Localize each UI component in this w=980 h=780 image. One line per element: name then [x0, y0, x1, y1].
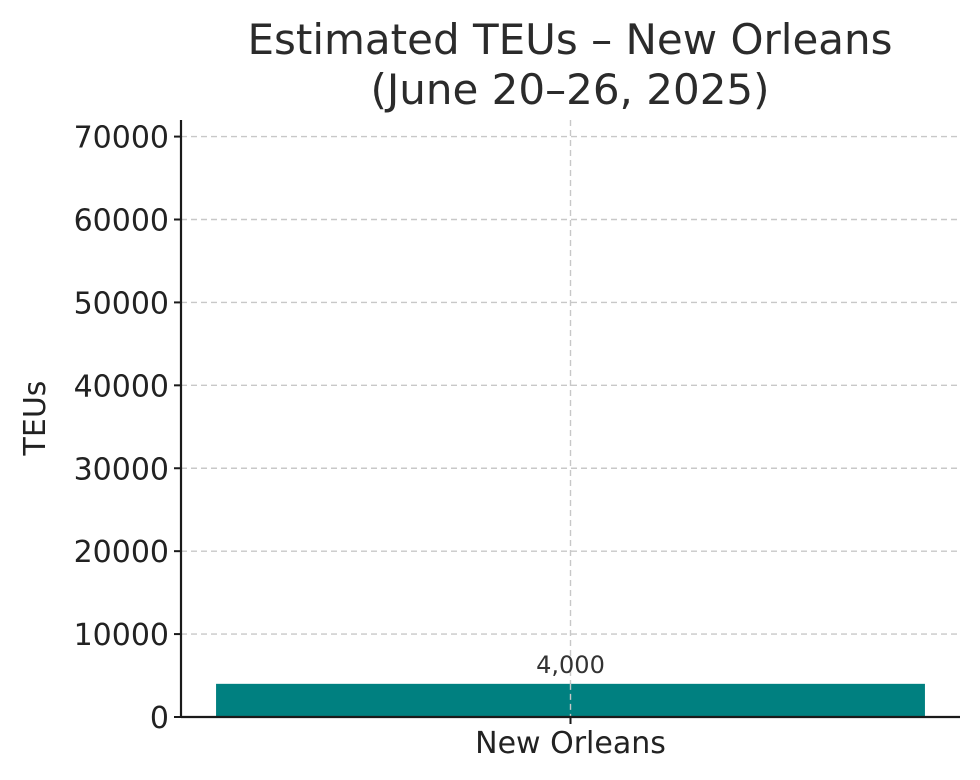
chart-title-line-2: (June 20–26, 2025): [370, 65, 769, 114]
chart-title-line-1: Estimated TEUs – New Orleans: [247, 15, 892, 64]
y-tick-label: 20000: [74, 535, 169, 570]
y-tick-label: 40000: [74, 369, 169, 404]
chart-title: Estimated TEUs – New Orleans (June 20–26…: [247, 15, 892, 114]
axes: [174, 120, 960, 724]
x-tick-label: New Orleans: [475, 726, 666, 761]
y-axis-label: TEUs: [18, 381, 53, 457]
y-tick-label: 30000: [74, 452, 169, 487]
y-tick-label: 10000: [74, 618, 169, 653]
y-tick-label: 70000: [74, 121, 169, 156]
grid: [181, 120, 960, 717]
y-tick-label: 0: [150, 701, 169, 736]
bar-value-label: 4,000: [536, 651, 605, 679]
labels: 0 10000 20000 30000 40000 50000 60000 70000 New …: [74, 121, 666, 761]
y-tick-label: 60000: [74, 204, 169, 239]
y-tick-label: 50000: [74, 286, 169, 321]
